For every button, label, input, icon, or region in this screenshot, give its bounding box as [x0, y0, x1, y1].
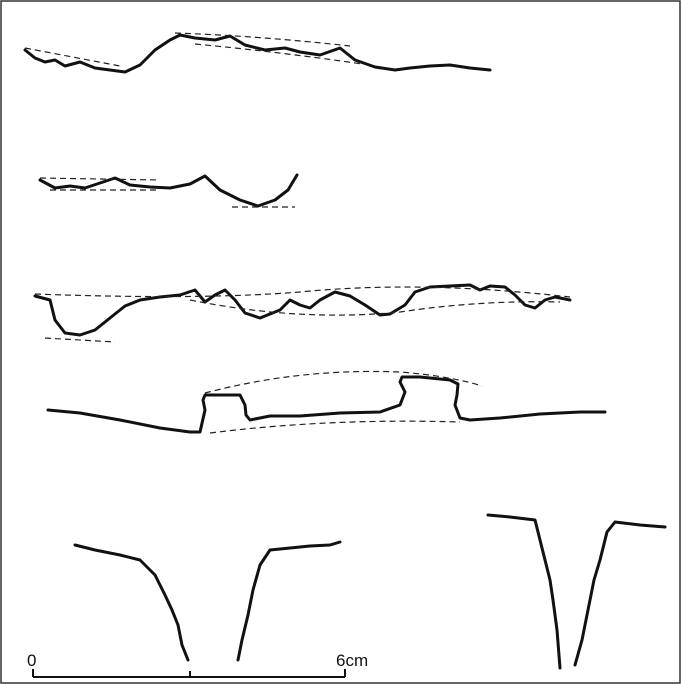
- envelope: [194, 43, 363, 65]
- envelope: [204, 370, 483, 394]
- profile-line: [573, 520, 667, 667]
- envelope: [39, 177, 161, 181]
- scale-end-label: 6cm: [336, 651, 368, 670]
- profile-line: [38, 173, 299, 208]
- profile-line: [23, 33, 492, 74]
- profile-2: [38, 173, 299, 208]
- profile-line: [486, 513, 562, 670]
- scale-bar: 0 6cm: [27, 651, 368, 678]
- profile-1: [23, 32, 492, 74]
- profile-line: [33, 283, 572, 337]
- envelope: [174, 32, 351, 47]
- profile-3: [33, 283, 572, 343]
- profile-line: [46, 375, 607, 434]
- envelope: [34, 286, 571, 298]
- scale-start-label: 0: [27, 651, 36, 670]
- envelope: [189, 299, 561, 316]
- envelope: [209, 420, 461, 434]
- profile-4: [46, 370, 607, 434]
- envelope: [44, 337, 116, 343]
- profile-line: [73, 543, 190, 662]
- profile-5: [73, 513, 667, 670]
- envelope: [24, 47, 121, 67]
- profile-line: [236, 540, 342, 662]
